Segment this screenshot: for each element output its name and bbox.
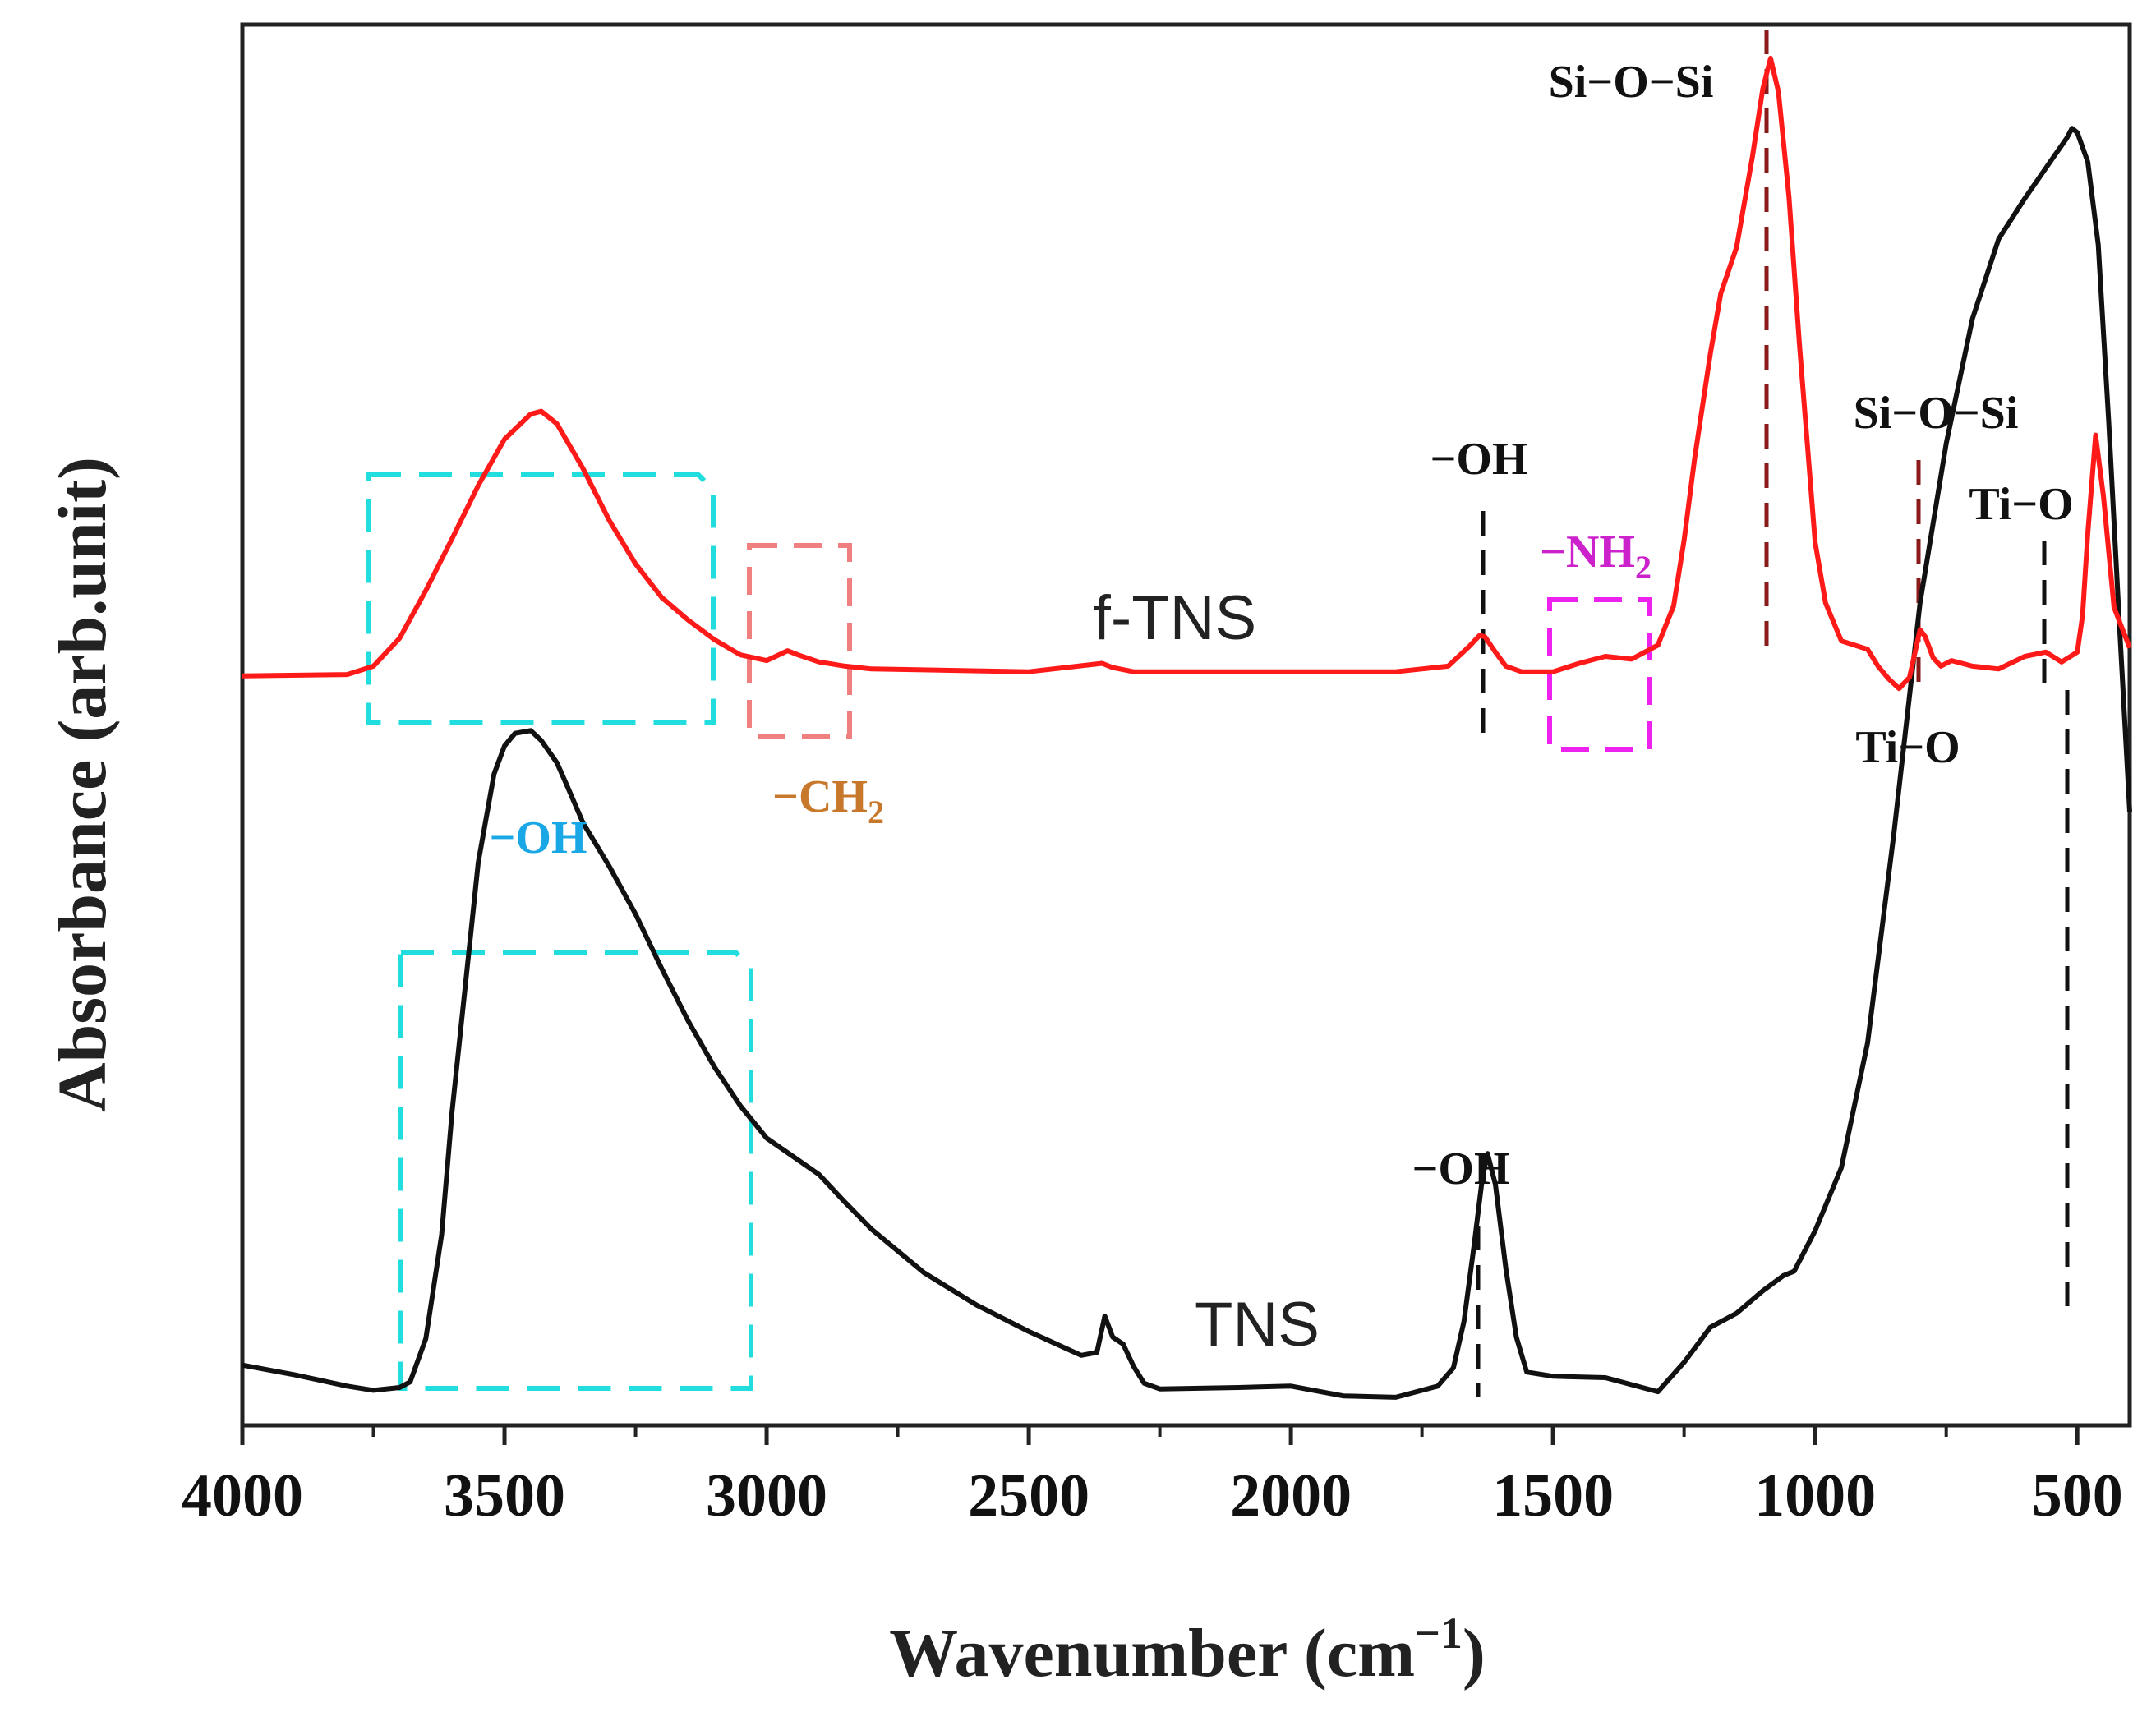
x-axis-ticks <box>240 1425 2080 1445</box>
sioisi-mid-label: Si−O−Si <box>1854 388 2019 439</box>
x-tick-label: 1500 <box>1492 1462 1614 1530</box>
x-tick-label: 500 <box>2032 1462 2123 1530</box>
oh-ftns-label: −OH <box>1430 434 1527 485</box>
ch2-region-box <box>747 543 852 739</box>
tns-oh-region-box <box>398 950 753 1391</box>
y-axis-title: Absorbance (arb.unit) <box>44 457 121 1112</box>
oh-tns-label: −OH <box>1412 1144 1509 1194</box>
nh2-label: −NH2 <box>1540 527 1652 586</box>
tns-series-label: TNS <box>1195 1290 1320 1360</box>
ch2-label: −CH2 <box>772 771 884 831</box>
x-tick-label: 2000 <box>1230 1462 1352 1530</box>
tio-bottom-label: Ti−O <box>1855 722 1960 773</box>
ftns-oh-region-box <box>366 472 716 725</box>
oh-region-label: −OH <box>489 812 587 863</box>
x-axis-title: Wavenumber (cm−1) <box>889 1608 1486 1691</box>
plot-frame <box>240 22 2132 1428</box>
sioisi-top-label: Si−O−Si <box>1549 57 1714 108</box>
ftns-series-label: f-TNS <box>1094 583 1256 653</box>
tio-top-label: Ti−O <box>1969 479 2073 530</box>
nh2-region-box <box>1547 597 1652 752</box>
x-axis-tick-labels: 4000 3500 3000 2500 2000 1500 1000 500 <box>182 1462 2123 1530</box>
x-tick-label: 2500 <box>968 1462 1090 1530</box>
series-line-tns <box>242 126 2132 1400</box>
x-tick-label: 1000 <box>1754 1462 1876 1530</box>
series-line-ftns <box>242 55 2132 692</box>
x-tick-label: 4000 <box>182 1462 303 1530</box>
x-tick-label: 3500 <box>444 1462 565 1530</box>
x-tick-label: 3000 <box>706 1462 827 1530</box>
